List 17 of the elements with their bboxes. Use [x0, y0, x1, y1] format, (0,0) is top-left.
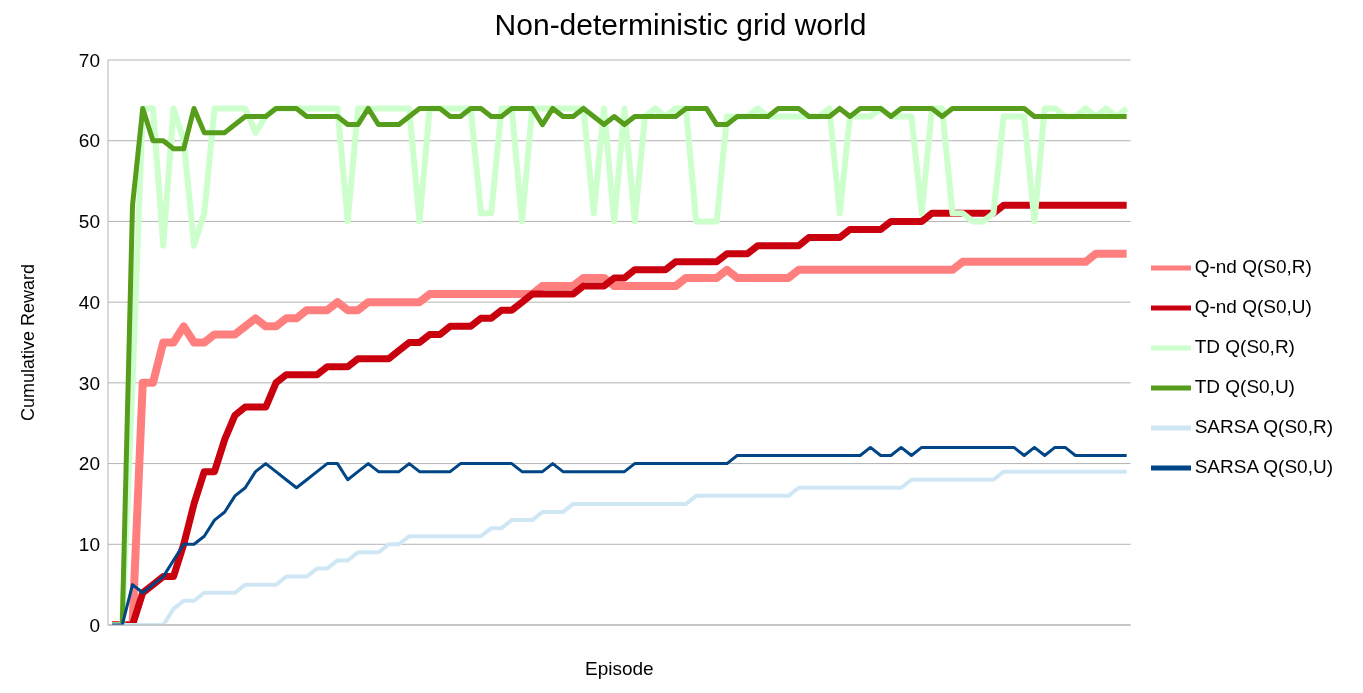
legend-label: Q-nd Q(S0,R) — [1194, 255, 1312, 277]
y-tick-label: 50 — [78, 211, 100, 233]
y-tick-label: 40 — [78, 291, 100, 313]
x-axis-title: Episode — [585, 658, 654, 679]
y-tick-label: 0 — [89, 614, 100, 636]
legend-label: TD Q(S0,U) — [1194, 375, 1295, 397]
legend-label: Q-nd Q(S0,U) — [1194, 295, 1312, 317]
legend-label: SARSA Q(S0,U) — [1194, 455, 1333, 477]
y-tick-label: 10 — [78, 534, 100, 556]
y-tick-label: 20 — [78, 453, 100, 475]
y-tick-label: 30 — [78, 372, 100, 394]
legend-label: SARSA Q(S0,R) — [1194, 415, 1333, 437]
y-tick-label: 70 — [78, 49, 100, 71]
chart-title: Non-deterministic grid world — [493, 8, 868, 42]
y-axis-title: Cumulative Reward — [18, 263, 39, 422]
legend-label: TD Q(S0,R) — [1194, 335, 1295, 357]
y-tick-label: 60 — [78, 130, 100, 152]
